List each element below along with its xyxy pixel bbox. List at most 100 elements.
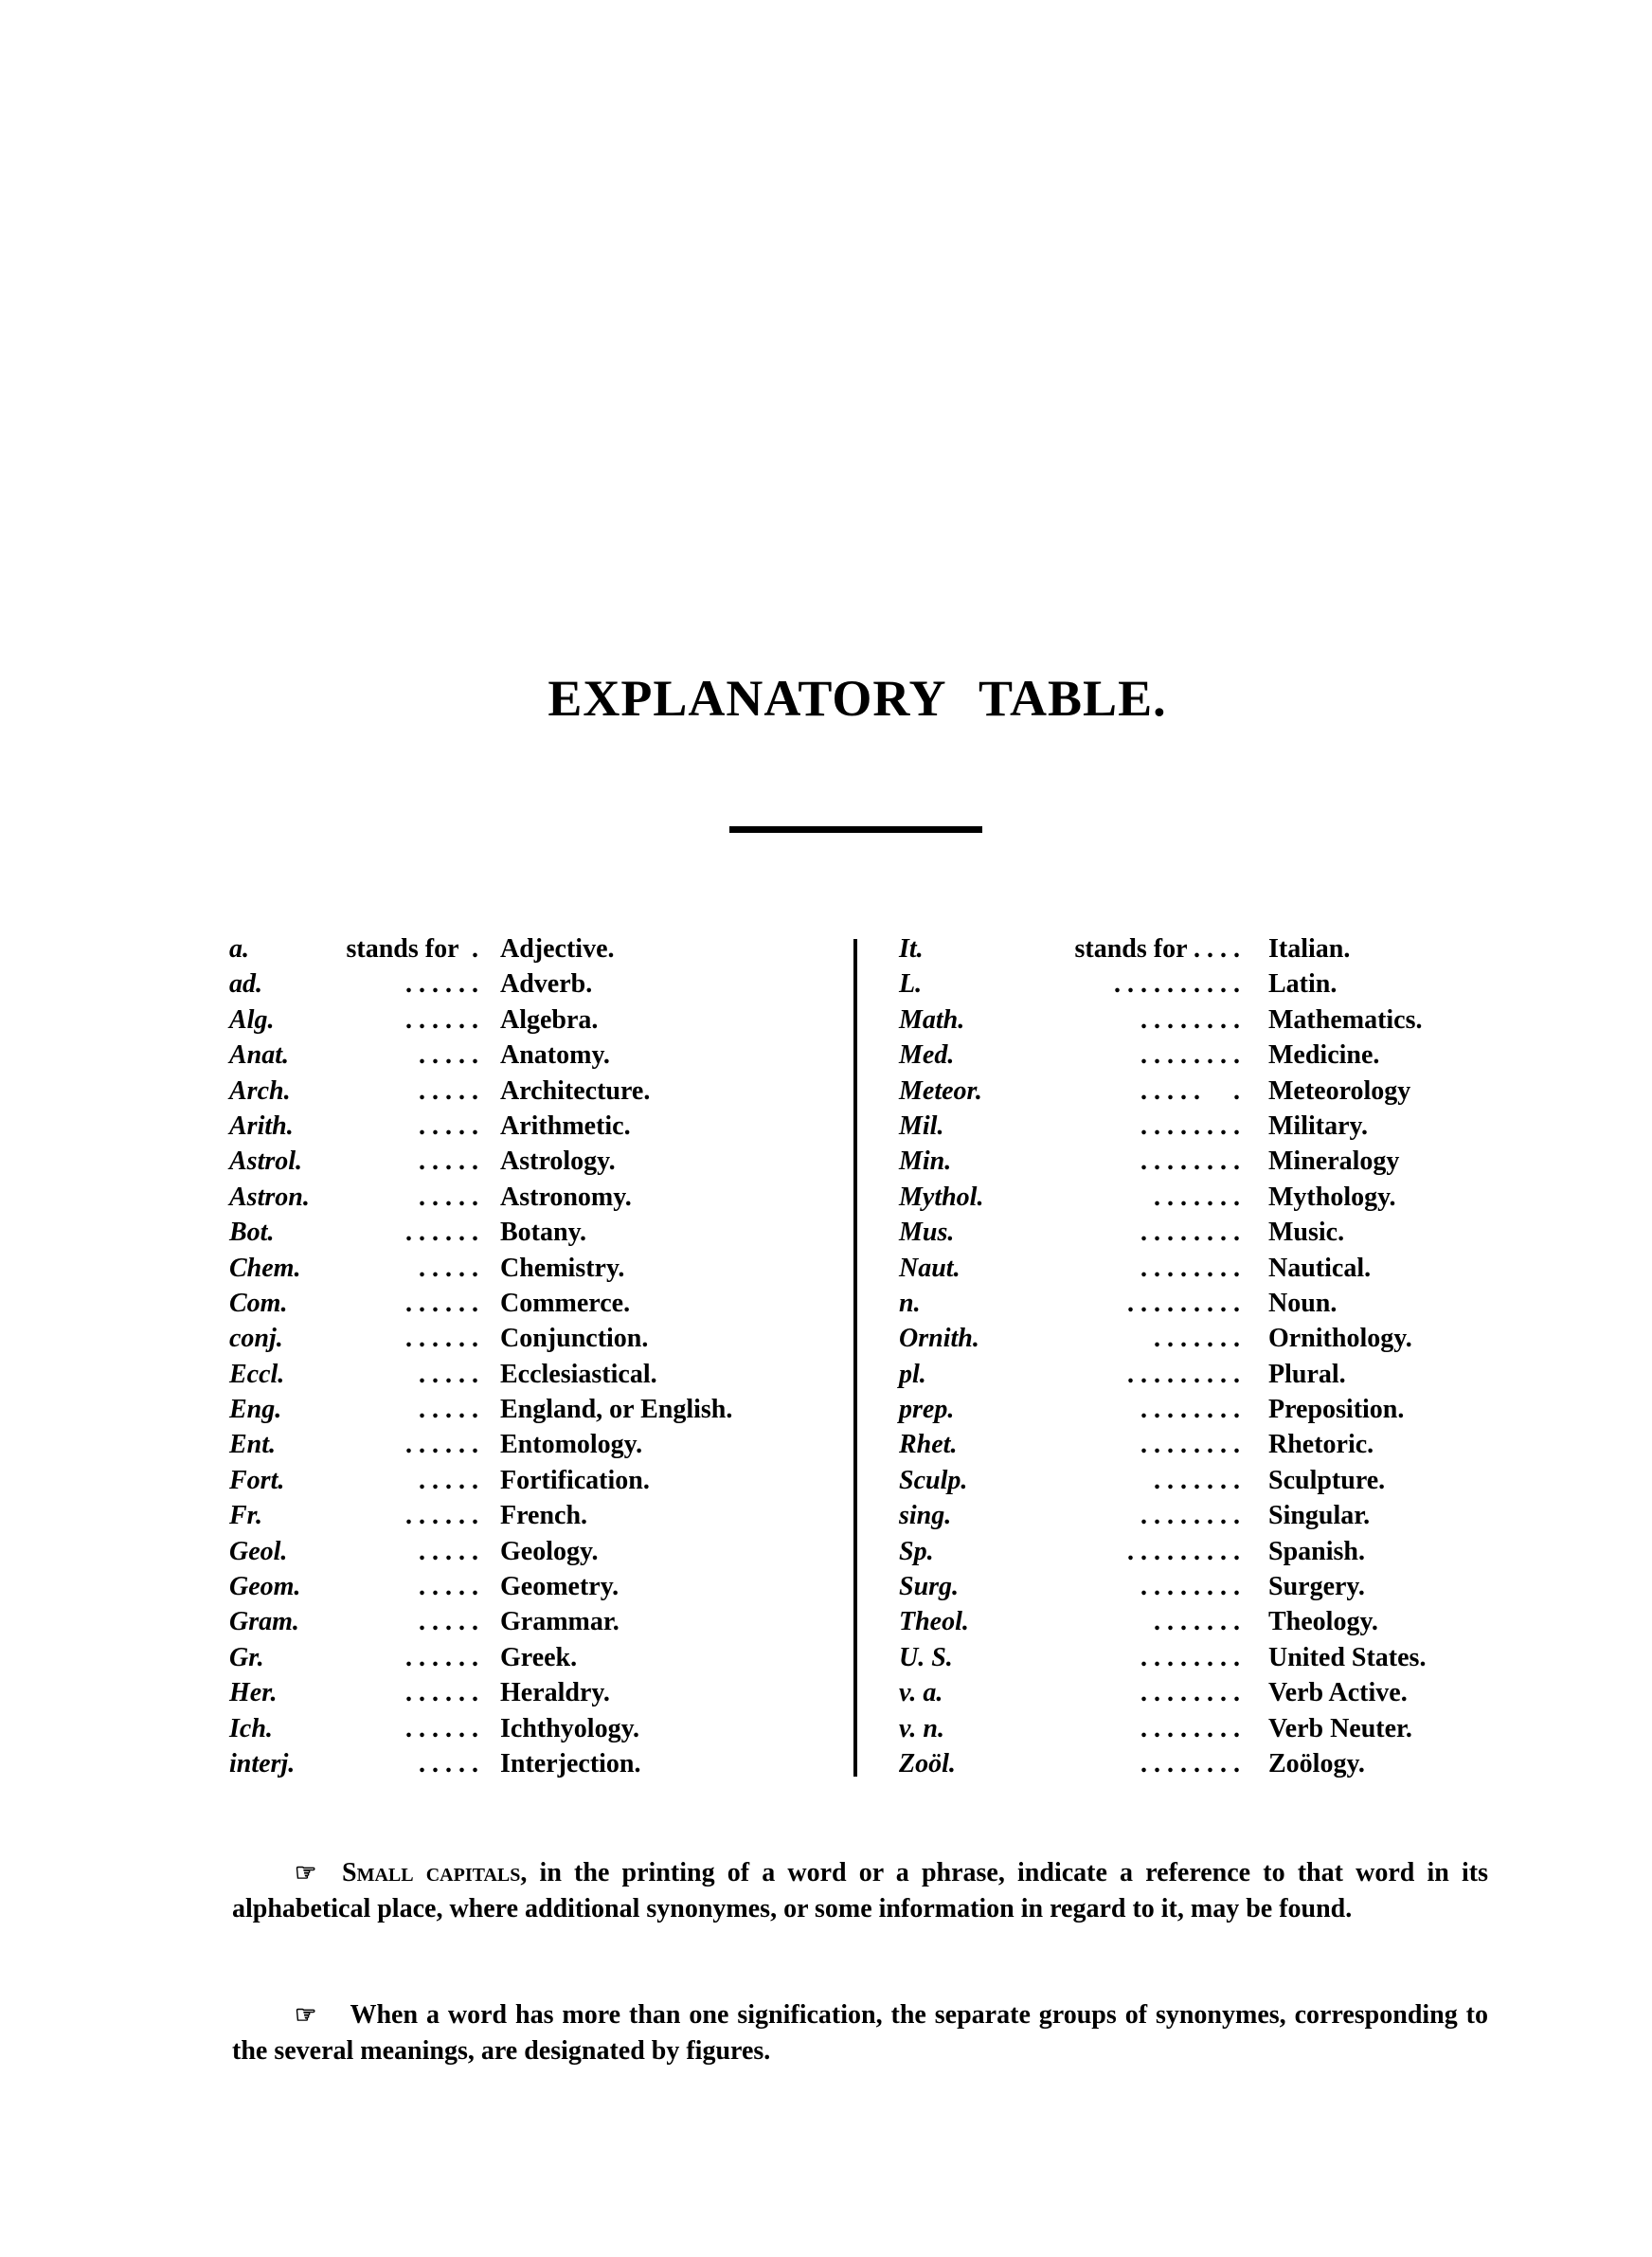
leader: . . . . . . . <box>1154 1465 1240 1495</box>
leader: . . . . . . . . . <box>1127 1288 1240 1318</box>
leader: . . . . . <box>419 1182 478 1212</box>
table-row: Chem. . . . . . Chemistry. <box>229 1251 835 1286</box>
leader: . . . . . . <box>405 1713 478 1743</box>
abbreviation: prep. <box>899 1395 955 1425</box>
abbreviation: Geom. <box>229 1572 301 1602</box>
leader: . . . . . . <box>405 1218 478 1248</box>
meaning: Military. <box>1268 1110 1368 1141</box>
meaning: Commerce. <box>500 1288 631 1318</box>
abbreviation: Gr. <box>229 1642 264 1672</box>
leader: . . . . . <box>419 1110 478 1141</box>
meaning: United States. <box>1268 1642 1427 1672</box>
meaning: Algebra. <box>500 1004 599 1035</box>
meaning: Rhetoric. <box>1268 1430 1374 1460</box>
leader: . . . . . . . . <box>1140 1040 1240 1071</box>
meaning: Greek. <box>500 1642 578 1672</box>
abbreviation: Meteor. <box>899 1075 982 1106</box>
table-row: Mus. . . . . . . . . Music. <box>899 1215 1505 1250</box>
leader: . . . . . . <box>405 969 478 1000</box>
table-row: v. n. . . . . . . . . Verb Neuter. <box>899 1711 1505 1746</box>
leader: . . . . . <box>419 1607 478 1637</box>
meaning: Preposition. <box>1268 1395 1405 1425</box>
table-row: Astrol. . . . . . Astrology. <box>229 1144 835 1179</box>
abbreviation: Com. <box>229 1288 288 1318</box>
leader: . . . . . . <box>405 1288 478 1318</box>
abbreviation: Alg. <box>229 1004 275 1035</box>
note-small-capitals: ☞ Small capitals, in the printing of a wo… <box>232 1855 1488 1927</box>
leader: . . . . . . <box>405 1642 478 1672</box>
abbreviation: Med. <box>899 1040 955 1071</box>
table-row: Theol. . . . . . . . Theology. <box>899 1604 1505 1639</box>
abbreviation: v. n. <box>899 1713 944 1743</box>
meaning: Chemistry. <box>500 1253 625 1283</box>
abbreviation: Astrol. <box>229 1147 303 1177</box>
leader: . . . . . <box>419 1572 478 1602</box>
title-rule <box>729 826 982 833</box>
table-row: Mil. . . . . . . . . Military. <box>899 1109 1505 1144</box>
meaning: Conjunction. <box>500 1324 649 1354</box>
leader: . . . . . . . . <box>1140 1395 1240 1425</box>
abbreviation: interj. <box>229 1748 296 1779</box>
abbreviation: Ornith. <box>899 1324 979 1354</box>
abbreviation: Min. <box>899 1147 952 1177</box>
table-row: Surg. . . . . . . . . Surgery. <box>899 1569 1505 1604</box>
table-row: Anat. . . . . . Anatomy. <box>229 1038 835 1073</box>
meaning: Interjection. <box>500 1748 641 1779</box>
meaning: Spanish. <box>1268 1536 1365 1566</box>
leader: . . . . . . . . <box>1140 1147 1240 1177</box>
abbreviation: Zoöl. <box>899 1748 956 1779</box>
abbreviation: Astron. <box>229 1182 310 1212</box>
meaning: Italian. <box>1268 934 1351 964</box>
meaning: Anatomy. <box>500 1040 610 1071</box>
leader: . . . . . <box>419 1359 478 1389</box>
abbreviation: Geol. <box>229 1536 288 1566</box>
meaning: Adverb. <box>500 969 593 1000</box>
meaning: Arithmetic. <box>500 1110 631 1141</box>
meaning: Nautical. <box>1268 1253 1372 1283</box>
meaning: Astronomy. <box>500 1182 632 1212</box>
table-row: Mythol. . . . . . . . Mythology. <box>899 1180 1505 1215</box>
meaning: Mathematics. <box>1268 1004 1423 1035</box>
table-row: n. . . . . . . . . . Noun. <box>899 1286 1505 1321</box>
leader: . . . . . . . . <box>1140 1218 1240 1248</box>
meaning: Zoölogy. <box>1268 1748 1365 1779</box>
abbreviation: ad. <box>229 969 262 1000</box>
abbreviation: n. <box>899 1288 921 1318</box>
abbreviation: Sculp. <box>899 1465 968 1495</box>
table-row: It. stands for . . . . Italian. <box>899 931 1505 966</box>
leader: . . . . . <box>419 1040 478 1071</box>
table-row: Gr. . . . . . . Greek. <box>229 1640 835 1675</box>
leader: . . . . . <box>419 1253 478 1283</box>
table-row: Med. . . . . . . . . Medicine. <box>899 1038 1505 1073</box>
table-row: a. stands for . Adjective. <box>229 931 835 966</box>
table-row: prep. . . . . . . . . Preposition. <box>899 1392 1505 1427</box>
meaning: Plural. <box>1268 1359 1346 1389</box>
abbreviation: Bot. <box>229 1218 275 1248</box>
meaning: Geometry. <box>500 1572 620 1602</box>
leader: . . . . . . . . . . <box>1114 969 1240 1000</box>
abbreviation: Surg. <box>899 1572 960 1602</box>
abbreviation: pl. <box>899 1359 926 1389</box>
meaning: Heraldry. <box>500 1678 610 1708</box>
meaning: Fortification. <box>500 1465 650 1495</box>
table-row: L. . . . . . . . . . . Latin. <box>899 966 1505 1002</box>
abbreviation: Arch. <box>229 1075 291 1106</box>
meaning: Theology. <box>1268 1607 1378 1637</box>
abbreviation: L. <box>899 969 923 1000</box>
abbreviation: Ich. <box>229 1713 273 1743</box>
abbreviation: Theol. <box>899 1607 969 1637</box>
leader: . . . . . . . . <box>1140 1713 1240 1743</box>
abbreviation: Ent. <box>229 1430 277 1460</box>
leader: . . . . . . . . <box>1140 1748 1240 1779</box>
meaning: Latin. <box>1268 969 1338 1000</box>
meaning: Surgery. <box>1268 1572 1365 1602</box>
table-row: conj. . . . . . . Conjunction. <box>229 1321 835 1356</box>
meaning: Noun. <box>1268 1288 1338 1318</box>
abbreviation: Her. <box>229 1678 278 1708</box>
table-row: Her. . . . . . . Heraldry. <box>229 1675 835 1710</box>
abbreviation: Mus. <box>899 1218 955 1248</box>
meaning: Geology. <box>500 1536 599 1566</box>
table-row: interj. . . . . . Interjection. <box>229 1746 835 1781</box>
meaning: Ichthyology. <box>500 1713 640 1743</box>
abbreviation: sing. <box>899 1501 952 1531</box>
